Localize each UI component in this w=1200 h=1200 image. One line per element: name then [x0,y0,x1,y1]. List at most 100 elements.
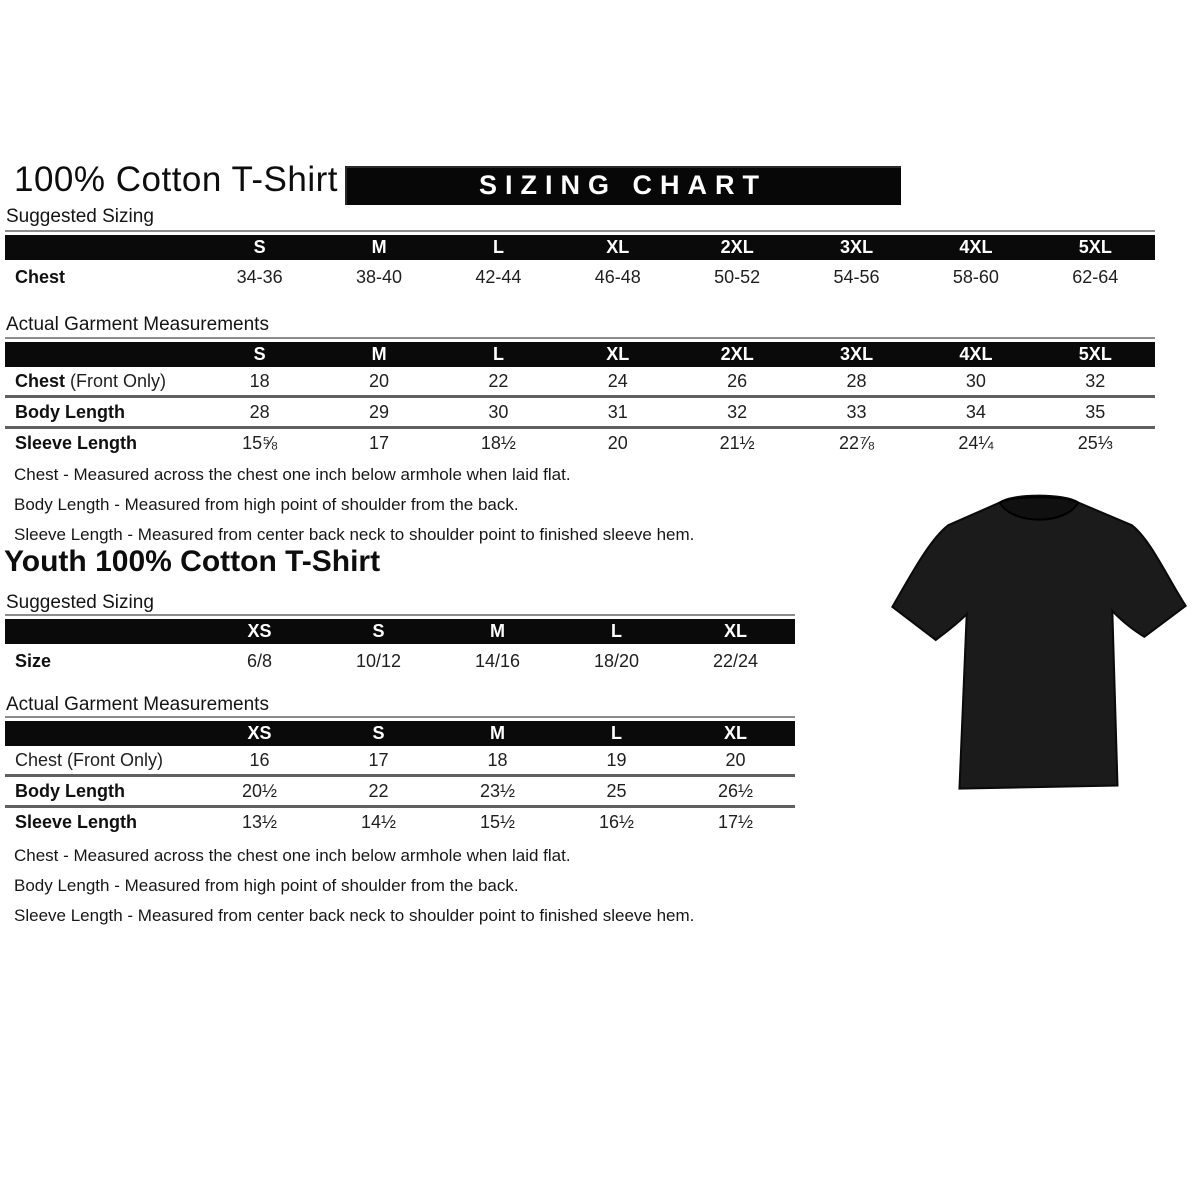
cell-value: 22⅞ [839,432,875,453]
table-row: Sleeve Length 15⅝ 17 18½ 20 21½ 22⅞ 24¼ 25⅓ [5,426,1155,457]
cell-value: 15⅝ [242,432,278,453]
note-line: Body Length - Measured from high point o… [14,495,519,514]
adult-suggested-sizing-table: S M L XL 2XL 3XL 4XL 5XL Chest 34-36 38-40 42-44 46-… [5,230,1155,295]
youth-suggested-sizing-label: Suggested Sizing [6,592,154,613]
adult-measurement-notes: Chest - Measured across the chest one in… [14,460,694,550]
table-row: Body Length 28 29 30 31 32 33 34 35 [5,395,1155,426]
size-column-header: XL [606,344,630,364]
size-column-header: 5XL [1078,344,1112,364]
cell-value: 22 [368,780,389,801]
banner-label: SIZING CHART [479,170,767,200]
cell-value: 32 [1085,370,1106,391]
tshirt-graphic [891,494,1187,790]
size-column-header: S [253,344,266,364]
size-column-header: L [611,723,622,743]
table-header-row: S M L XL 2XL 3XL 4XL 5XL [5,342,1155,367]
row-label: Chest (Front Only) [5,750,200,771]
cell-value: 23½ [479,780,516,801]
table-row: Size 6/8 10/12 14/16 18/20 22/24 [5,644,795,679]
cell-value: 33 [846,401,867,422]
size-column-header: XS [247,723,272,743]
size-column-header: 3XL [840,237,874,257]
row-label: Size [5,651,200,672]
size-column-header: L [492,237,504,257]
row-label-bold: Body Length [15,780,125,801]
cell-value: 18½ [480,432,516,453]
size-column-header: L [611,621,622,641]
cell-value: 19 [606,749,627,770]
cell-value: 34 [965,401,986,422]
adult-measurements-label: Actual Garment Measurements [6,314,269,335]
cell-value: 30 [965,370,986,391]
cell-value: 54-56 [833,267,880,287]
note-line: Chest - Measured across the chest one in… [14,465,571,484]
size-column-header: 4XL [959,237,993,257]
row-label: Body Length [5,402,200,423]
table-header-row: S M L XL 2XL 3XL 4XL 5XL [5,235,1155,260]
size-column-header: 4XL [959,344,993,364]
table-row: Chest (Front Only) 16 17 18 19 20 [5,746,795,774]
row-label-rest: Chest (Front Only) [15,749,164,770]
cell-value: 50-52 [714,267,761,287]
size-column-header: M [371,344,387,364]
adult-measurements-table: S M L XL 2XL 3XL 4XL 5XL Chest (Front Only) 18 20 2… [5,337,1155,457]
table-row: Chest 34-36 38-40 42-44 46-48 50-52 54-56 58-60… [5,260,1155,295]
cell-value: 13½ [241,811,278,832]
cell-value: 38-40 [356,267,403,287]
cell-value: 18/20 [593,651,640,671]
row-label: Sleeve Length [5,812,200,833]
cell-value: 28 [249,401,270,422]
size-column-header: L [492,344,504,364]
row-label-bold: Chest [15,370,66,391]
cell-value: 26 [727,370,748,391]
size-column-header: 2XL [720,344,754,364]
sizing-chart-banner: SIZING CHART [345,166,901,205]
cell-value: 16 [249,749,270,770]
size-column-header: M [490,723,505,743]
cell-value: 26½ [717,780,754,801]
cell-value: 24¼ [958,432,994,453]
cell-value: 46-48 [594,267,641,287]
youth-measurement-notes: Chest - Measured across the chest one in… [14,841,694,931]
cell-value: 62-64 [1072,267,1119,287]
row-label-bold: Body Length [15,401,125,422]
cell-value: 6/8 [246,651,273,671]
cell-value: 18 [249,370,270,391]
size-column-header: S [372,621,385,641]
adult-suggested-sizing-label: Suggested Sizing [6,206,154,227]
note-line: Chest - Measured across the chest one in… [14,846,571,865]
youth-section-title: Youth 100% Cotton T-Shirt [4,545,381,578]
row-label-bold: Chest [15,267,66,287]
note-line: Sleeve Length - Measured from center bac… [14,525,695,544]
cell-value: 42-44 [475,267,522,287]
row-label-bold: Sleeve Length [15,432,138,453]
size-column-header: M [490,621,505,641]
cell-value: 17 [369,432,390,453]
table-header-row: XS S M L XL [5,721,795,746]
cell-value: 58-60 [952,267,999,287]
cell-value: 30 [488,401,509,422]
row-label: Body Length [5,781,200,802]
row-label: Chest [5,267,200,288]
table-row: Sleeve Length 13½ 14½ 15½ 16½ 17½ [5,805,795,836]
cell-value: 32 [727,401,748,422]
size-column-header: S [372,723,385,743]
size-column-header: XL [723,723,747,743]
size-column-header: 3XL [840,344,874,364]
row-label: Chest (Front Only) [5,371,200,392]
cell-value: 24 [607,370,628,391]
cell-value: 21½ [719,432,755,453]
size-column-header: 5XL [1078,237,1112,257]
youth-measurements-label: Actual Garment Measurements [6,694,269,715]
cell-value: 17½ [717,811,754,832]
cell-value: 34-36 [236,267,283,287]
cell-value: 35 [1085,401,1106,422]
note-line: Sleeve Length - Measured from center bac… [14,906,695,925]
row-label: Sleeve Length [5,433,200,454]
tshirt-image [884,484,1194,807]
cell-value: 14½ [360,811,397,832]
cell-value: 18 [487,749,508,770]
size-column-header: M [371,237,387,257]
row-label-rest: (Front Only) [65,370,167,391]
row-label-bold: Sleeve Length [15,811,138,832]
